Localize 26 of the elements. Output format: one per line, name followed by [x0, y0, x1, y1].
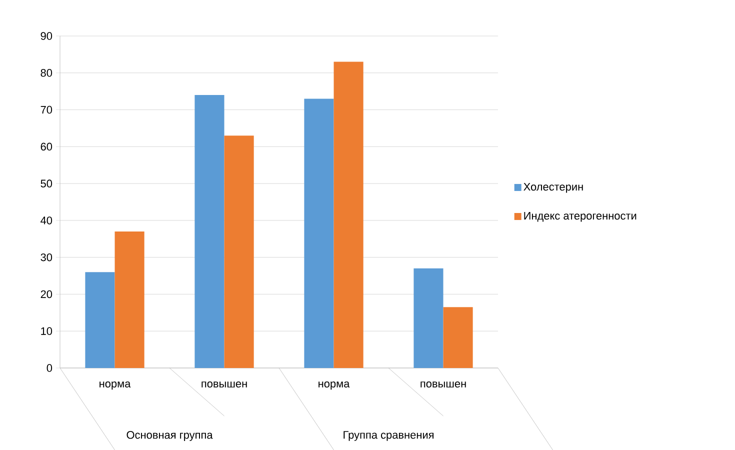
x-tick-label: повышен	[420, 382, 466, 388]
bar	[114, 231, 144, 368]
y-tick-label: 40	[40, 216, 52, 224]
legend-label: Холестерин	[524, 182, 583, 193]
text: Группа сравнения	[344, 431, 434, 441]
bar	[224, 136, 254, 368]
bar	[414, 268, 444, 368]
x-tick-label: повышен	[202, 382, 247, 388]
y-tick-label: 50	[40, 180, 52, 188]
y-tick-label: 20	[40, 290, 52, 298]
legend-label: Индекс атерогенности	[524, 212, 636, 222]
x-tick-label: норма	[100, 382, 131, 390]
y-tick-label: 10	[41, 327, 52, 335]
bar	[85, 272, 115, 368]
y-tick-label: 90	[40, 32, 52, 40]
y-tick-label: 0	[46, 364, 52, 372]
text: Основная группа	[126, 431, 213, 441]
bar	[194, 95, 224, 368]
y-tick-label: 30	[40, 253, 52, 262]
bar	[443, 307, 473, 368]
y-tick-label: 80	[40, 69, 52, 77]
x-tick-label: норма	[318, 382, 350, 390]
bar	[304, 98, 334, 368]
y-tick-label: 70	[40, 106, 52, 114]
y-tick-label: 60	[40, 142, 52, 151]
bar	[334, 62, 364, 368]
